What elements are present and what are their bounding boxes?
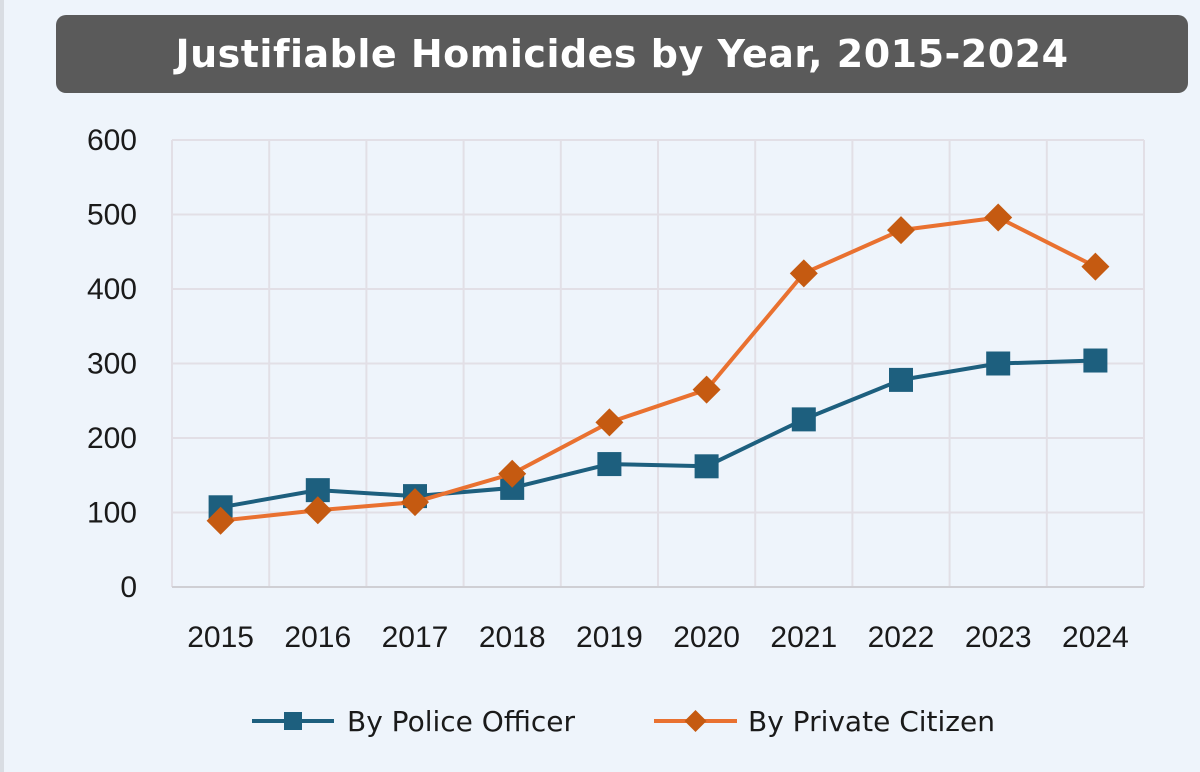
data-point [984,203,1013,232]
data-point [889,367,913,392]
y-tick-label: 100 [87,497,137,530]
data-point [595,408,624,437]
data-point [401,488,429,517]
x-tick-label: 2017 [382,621,449,654]
data-point [303,496,332,525]
legend-item-police-officer: By Police Officer [252,705,576,738]
legend-label: By Private Citizen [748,705,995,738]
data-point [1083,348,1108,373]
y-tick-label: 200 [87,422,137,455]
data-point [791,407,816,432]
data-point [206,506,235,535]
x-tick-label: 2018 [479,621,546,654]
y-tick-label: 300 [87,348,137,381]
legend-item-private-citizen: By Private Citizen [654,705,995,738]
data-point [986,351,1011,376]
y-tick-label: 500 [87,199,137,232]
data-point [498,459,527,488]
x-tick-label: 2024 [1062,621,1129,654]
x-tick-label: 2015 [187,621,254,654]
series-line [220,215,1097,523]
legend: By Police Officer By Private Citizen [252,705,995,738]
legend-label: By Police Officer [347,705,576,738]
y-tick-label: 600 [87,124,137,157]
x-tick-label: 2020 [673,621,740,654]
data-point [1081,252,1110,281]
data-point [694,454,719,479]
x-tick-label: 2022 [868,621,935,654]
grid-lines [171,139,1145,587]
x-tick-label: 2023 [965,621,1032,654]
chart-title-banner: Justifiable Homicides by Year, 2015-2024 [56,15,1188,93]
series-private-citizen [206,203,1110,535]
data-point [692,375,721,404]
legend-diamond-marker [684,710,707,732]
data-point [887,216,915,245]
x-axis-tick-labels: 2015 2016 2017 2018 2019 2020 2021 2022 2023 2024 [187,621,1129,654]
x-tick-label: 2016 [284,621,351,654]
data-point [597,452,622,477]
y-axis-tick-labels: 0 100 200 300 400 500 600 [87,124,137,604]
series-police-officer [208,348,1108,520]
series-line [220,358,1096,510]
y-tick-label: 0 [120,571,137,604]
line-chart: 0 100 200 300 400 500 600 2015 2016 2017 2018 2019… [87,124,1145,738]
series-layer [206,203,1110,535]
x-tick-label: 2019 [576,621,643,654]
legend-square-marker [284,712,302,730]
data-point [789,259,818,288]
chart-title: Justifiable Homicides by Year, 2015-2024 [175,32,1069,76]
y-tick-label: 400 [87,273,137,306]
x-tick-label: 2021 [770,621,837,654]
